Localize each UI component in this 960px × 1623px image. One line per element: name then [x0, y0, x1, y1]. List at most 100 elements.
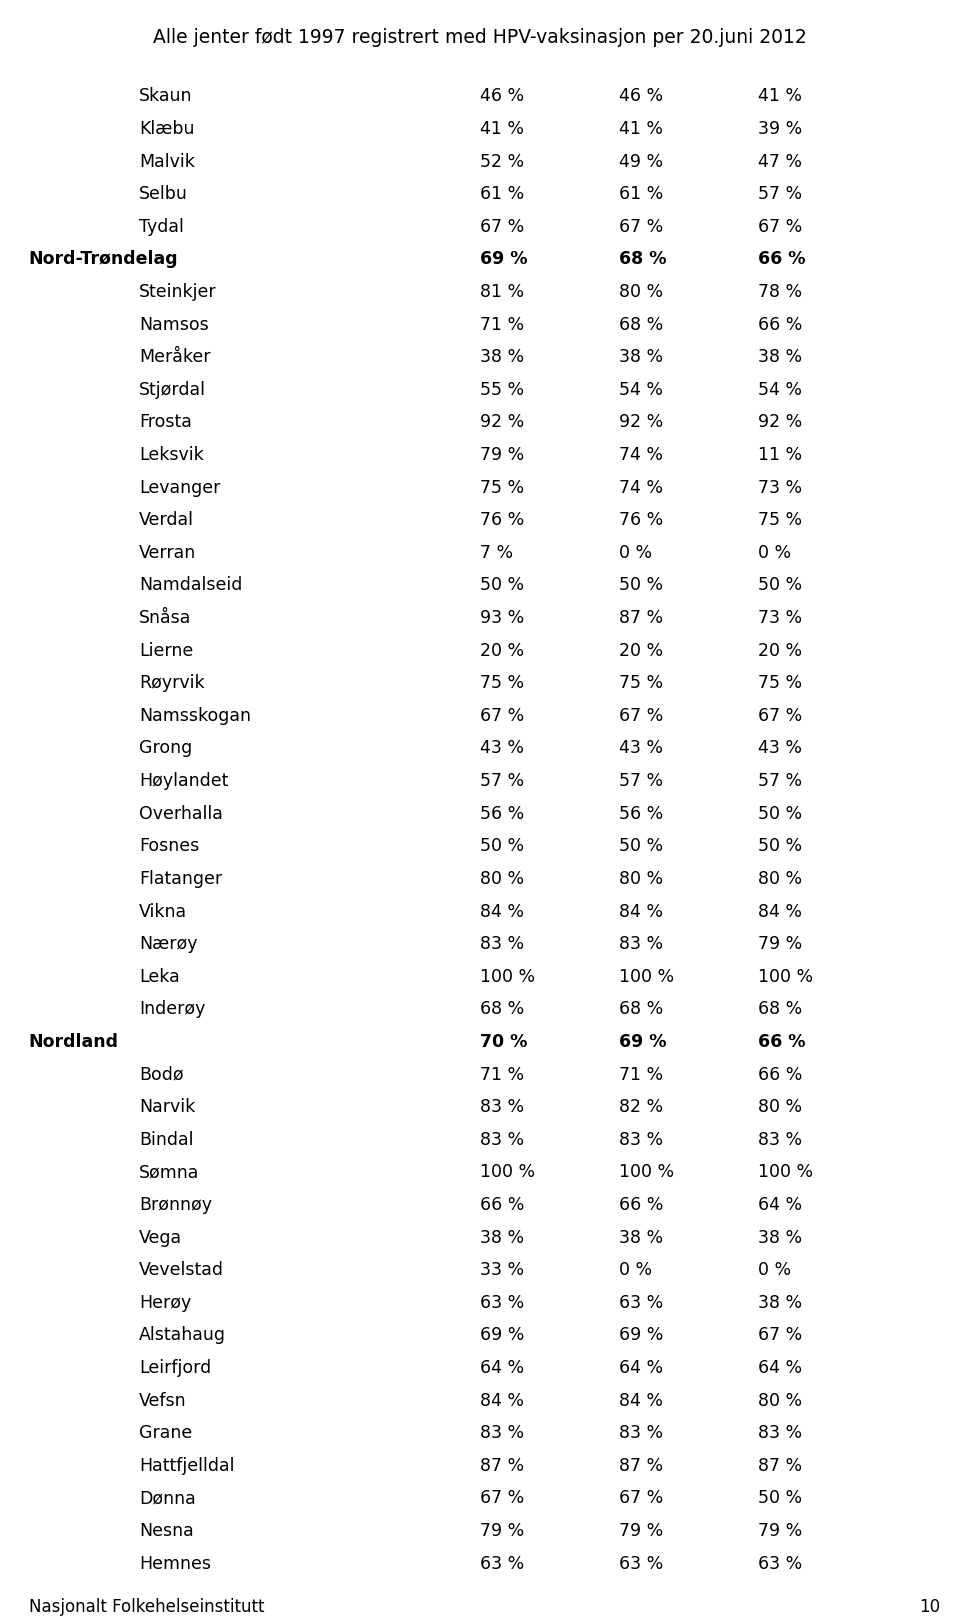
- Text: Sømna: Sømna: [139, 1162, 200, 1180]
- Text: 52 %: 52 %: [480, 153, 524, 170]
- Text: 38 %: 38 %: [758, 347, 803, 365]
- Text: Herøy: Herøy: [139, 1294, 191, 1311]
- Text: Nesna: Nesna: [139, 1521, 194, 1539]
- Text: 41 %: 41 %: [480, 120, 524, 138]
- Text: 50 %: 50 %: [758, 805, 803, 823]
- Text: 83 %: 83 %: [480, 1130, 524, 1147]
- Text: 80 %: 80 %: [758, 1097, 803, 1115]
- Text: Alstahaug: Alstahaug: [139, 1326, 227, 1344]
- Text: 92 %: 92 %: [480, 414, 524, 432]
- Text: 50 %: 50 %: [758, 837, 803, 855]
- Text: 83 %: 83 %: [758, 1423, 803, 1441]
- Text: 64 %: 64 %: [758, 1358, 803, 1376]
- Text: 68 %: 68 %: [619, 1000, 663, 1018]
- Text: Meråker: Meråker: [139, 347, 210, 365]
- Text: Bodø: Bodø: [139, 1065, 183, 1083]
- Text: 46 %: 46 %: [619, 88, 663, 105]
- Text: Malvik: Malvik: [139, 153, 195, 170]
- Text: 20 %: 20 %: [758, 641, 803, 659]
- Text: Verdal: Verdal: [139, 511, 194, 529]
- Text: 0 %: 0 %: [619, 544, 653, 562]
- Text: Hemnes: Hemnes: [139, 1553, 211, 1571]
- Text: 76 %: 76 %: [480, 511, 524, 529]
- Text: 100 %: 100 %: [480, 967, 535, 985]
- Text: 83 %: 83 %: [619, 935, 663, 953]
- Text: 57 %: 57 %: [619, 771, 663, 790]
- Text: 83 %: 83 %: [480, 1097, 524, 1115]
- Text: Fosnes: Fosnes: [139, 837, 200, 855]
- Text: Flatanger: Flatanger: [139, 870, 223, 888]
- Text: 69 %: 69 %: [480, 250, 527, 268]
- Text: 20 %: 20 %: [480, 641, 524, 659]
- Text: 87 %: 87 %: [758, 1456, 803, 1474]
- Text: 41 %: 41 %: [758, 88, 803, 105]
- Text: 79 %: 79 %: [758, 935, 803, 953]
- Text: 50 %: 50 %: [758, 576, 803, 594]
- Text: 68 %: 68 %: [619, 315, 663, 333]
- Text: 71 %: 71 %: [619, 1065, 663, 1083]
- Text: 78 %: 78 %: [758, 282, 803, 300]
- Text: 38 %: 38 %: [619, 1229, 663, 1246]
- Text: 43 %: 43 %: [619, 738, 663, 756]
- Text: 100 %: 100 %: [480, 1162, 535, 1180]
- Text: 54 %: 54 %: [619, 380, 663, 399]
- Text: 80 %: 80 %: [758, 870, 803, 888]
- Text: 63 %: 63 %: [619, 1294, 663, 1311]
- Text: 43 %: 43 %: [758, 738, 803, 756]
- Text: 64 %: 64 %: [480, 1358, 524, 1376]
- Text: Leka: Leka: [139, 967, 180, 985]
- Text: 66 %: 66 %: [619, 1195, 663, 1214]
- Text: 46 %: 46 %: [480, 88, 524, 105]
- Text: 50 %: 50 %: [480, 576, 524, 594]
- Text: 79 %: 79 %: [480, 1521, 524, 1539]
- Text: Leirfjord: Leirfjord: [139, 1358, 211, 1376]
- Text: 0 %: 0 %: [758, 544, 792, 562]
- Text: 100 %: 100 %: [758, 967, 813, 985]
- Text: Tydal: Tydal: [139, 217, 184, 235]
- Text: 7 %: 7 %: [480, 544, 514, 562]
- Text: 56 %: 56 %: [480, 805, 524, 823]
- Text: 43 %: 43 %: [480, 738, 524, 756]
- Text: 68 %: 68 %: [480, 1000, 524, 1018]
- Text: 79 %: 79 %: [480, 446, 524, 464]
- Text: 87 %: 87 %: [619, 1456, 663, 1474]
- Text: 100 %: 100 %: [619, 967, 674, 985]
- Text: 71 %: 71 %: [480, 1065, 524, 1083]
- Text: Steinkjer: Steinkjer: [139, 282, 217, 300]
- Text: Klæbu: Klæbu: [139, 120, 195, 138]
- Text: Brønnøy: Brønnøy: [139, 1195, 212, 1214]
- Text: 80 %: 80 %: [619, 282, 663, 300]
- Text: 11 %: 11 %: [758, 446, 803, 464]
- Text: 67 %: 67 %: [619, 1488, 663, 1506]
- Text: 64 %: 64 %: [758, 1195, 803, 1214]
- Text: 69 %: 69 %: [619, 1326, 663, 1344]
- Text: 38 %: 38 %: [480, 1229, 524, 1246]
- Text: Alle jenter født 1997 registrert med HPV-vaksinasjon per 20.juni 2012: Alle jenter født 1997 registrert med HPV…: [154, 28, 806, 47]
- Text: Høylandet: Høylandet: [139, 771, 228, 790]
- Text: 67 %: 67 %: [758, 1326, 803, 1344]
- Text: 66 %: 66 %: [758, 1032, 805, 1050]
- Text: 80 %: 80 %: [758, 1391, 803, 1409]
- Text: 57 %: 57 %: [758, 185, 803, 203]
- Text: 38 %: 38 %: [758, 1294, 803, 1311]
- Text: 79 %: 79 %: [619, 1521, 663, 1539]
- Text: 57 %: 57 %: [758, 771, 803, 790]
- Text: 84 %: 84 %: [619, 902, 663, 920]
- Text: 66 %: 66 %: [758, 315, 803, 333]
- Text: 100 %: 100 %: [758, 1162, 813, 1180]
- Text: 67 %: 67 %: [758, 217, 803, 235]
- Text: 38 %: 38 %: [619, 347, 663, 365]
- Text: 83 %: 83 %: [619, 1423, 663, 1441]
- Text: 84 %: 84 %: [480, 1391, 524, 1409]
- Text: 61 %: 61 %: [619, 185, 663, 203]
- Text: 38 %: 38 %: [480, 347, 524, 365]
- Text: 39 %: 39 %: [758, 120, 803, 138]
- Text: 76 %: 76 %: [619, 511, 663, 529]
- Text: 83 %: 83 %: [480, 1423, 524, 1441]
- Text: Verran: Verran: [139, 544, 197, 562]
- Text: 67 %: 67 %: [480, 1488, 524, 1506]
- Text: Stjørdal: Stjørdal: [139, 380, 206, 399]
- Text: 71 %: 71 %: [480, 315, 524, 333]
- Text: 93 %: 93 %: [480, 609, 524, 626]
- Text: 20 %: 20 %: [619, 641, 663, 659]
